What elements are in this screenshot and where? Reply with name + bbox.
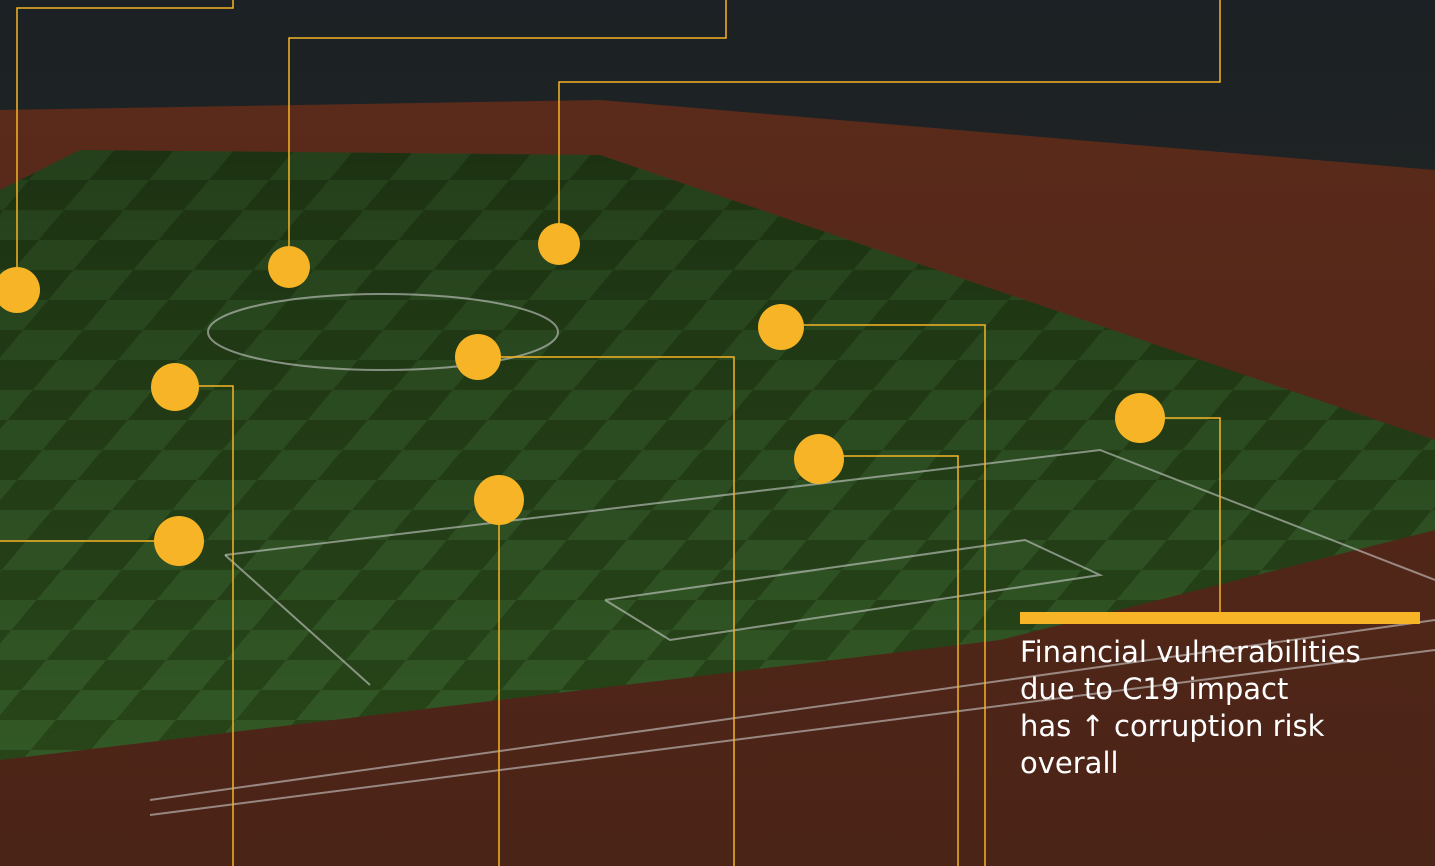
hotspot [474,475,524,525]
callout-line: due to C19 impact [1020,672,1289,706]
connector [1140,417,1221,612]
hotspot [794,434,844,484]
box-line [224,448,1435,581]
hotspot [538,223,580,265]
callout-line: Financial vulnerabilities [1020,635,1361,669]
field-shade [0,150,1435,760]
hotspot [455,334,501,380]
hotspot [0,267,40,313]
hotspot [154,516,204,566]
connector [16,0,234,270]
callout-text: Financial vulnerabilities due to C19 impa… [1020,634,1361,782]
callout-line: has ↑ corruption risk [1020,709,1325,743]
pitch-lines [149,293,1435,816]
connector [478,356,735,866]
hotspot [1115,393,1165,443]
goal-area [604,538,1104,642]
center-circle [207,293,559,371]
lane-line [149,649,1435,816]
connector [288,0,727,250]
hotspot [268,246,310,288]
hotspot [151,363,199,411]
connector-lines [0,0,1221,866]
callout-bar [1020,612,1420,624]
lane-line [149,619,1435,801]
connector [819,455,959,866]
touch-line [224,554,371,686]
callout-line: overall [1020,746,1119,780]
hotspots [0,223,1165,566]
hotspot [758,304,804,350]
connector [558,0,1221,226]
connector [781,324,986,866]
